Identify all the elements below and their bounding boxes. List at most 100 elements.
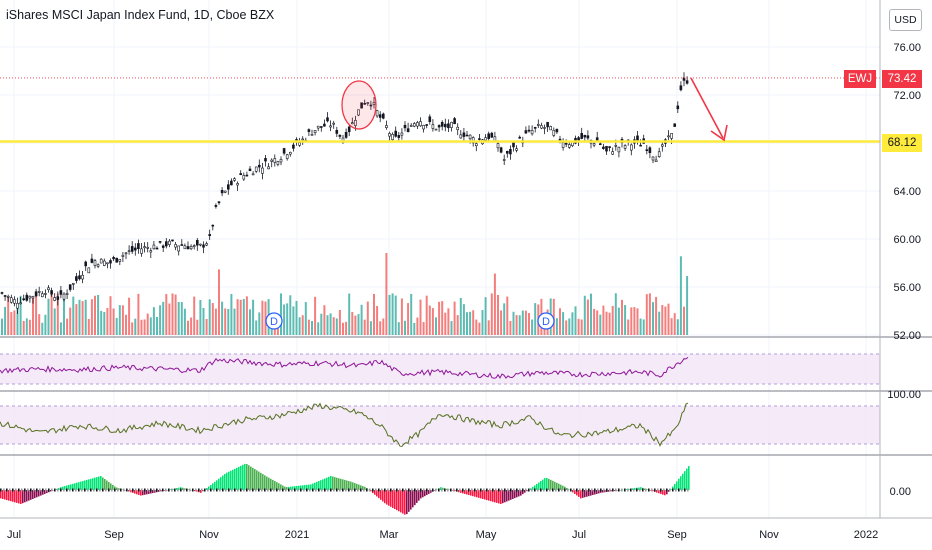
zero-marker — [90, 488, 92, 492]
momentum-bar — [402, 490, 404, 514]
momentum-bar — [418, 490, 420, 501]
candle-body — [478, 138, 481, 140]
pane-separators[interactable] — [0, 336, 932, 456]
zero-marker — [81, 488, 83, 492]
momentum-bar — [92, 478, 94, 490]
candle-body — [31, 296, 35, 299]
volume-bar — [32, 298, 34, 335]
momentum-bar — [586, 490, 588, 497]
candle-body — [180, 244, 184, 246]
volume-bar — [407, 303, 410, 335]
momentum-bar — [244, 463, 246, 490]
volume-bar — [661, 305, 664, 335]
volume-bar — [59, 322, 62, 335]
zero-marker — [552, 488, 554, 492]
momentum-bar — [38, 490, 40, 497]
momentum-bar — [382, 490, 384, 502]
zero-marker — [543, 488, 545, 492]
volume-bar — [683, 306, 685, 335]
volume-bar — [13, 310, 16, 335]
momentum-bar — [384, 490, 386, 504]
momentum-bar — [232, 469, 234, 490]
candle-body — [670, 133, 673, 139]
momentum-bar — [500, 490, 502, 504]
momentum-bar — [664, 490, 666, 496]
candle-body — [524, 130, 528, 134]
zero-marker — [414, 488, 416, 492]
momentum-bar — [476, 490, 478, 498]
candle-body — [319, 126, 323, 128]
momentum-bar — [592, 490, 594, 496]
zero-marker — [459, 488, 461, 492]
momentum-bar — [82, 481, 84, 490]
momentum-bar — [74, 483, 76, 490]
candle-body — [381, 113, 385, 119]
candle-body — [124, 252, 128, 255]
zero-marker — [381, 488, 383, 492]
zero-marker — [198, 488, 200, 492]
momentum-bar — [482, 490, 484, 499]
momentum-bar — [442, 487, 444, 490]
zero-marker — [324, 488, 326, 492]
momentum-bar — [524, 490, 526, 493]
currency-button[interactable]: USD — [889, 9, 922, 31]
volume-bar — [125, 314, 127, 335]
volume-bar — [686, 275, 689, 335]
zero-marker — [411, 488, 413, 492]
zero-marker — [555, 488, 557, 492]
momentum-bar — [404, 490, 406, 515]
volume-bar — [624, 305, 627, 335]
momentum-bar — [294, 486, 296, 490]
volume-bar — [292, 306, 295, 335]
volume-bar — [137, 293, 140, 335]
momentum-bar — [260, 472, 262, 490]
momentum-bar — [548, 478, 550, 490]
candle-body — [645, 149, 649, 151]
zero-marker — [159, 488, 161, 492]
momentum-bar — [684, 471, 686, 490]
volume-bar — [627, 319, 630, 335]
volume-bar — [456, 315, 459, 335]
momentum-bar — [650, 490, 652, 491]
zero-marker — [240, 488, 242, 492]
volume-bar — [475, 319, 478, 335]
volume-bar — [379, 321, 382, 335]
volume-bar — [391, 293, 394, 335]
candle-body — [422, 124, 425, 130]
momentum-bar — [298, 485, 300, 490]
momentum-bar — [72, 483, 74, 490]
candle-body — [50, 290, 53, 295]
volume-bar — [599, 314, 602, 335]
momentum-bar — [480, 490, 482, 499]
zero-marker — [162, 488, 164, 492]
volume-bar — [608, 312, 611, 335]
zero-marker — [300, 488, 302, 492]
zero-marker — [660, 488, 662, 492]
momentum-bar — [334, 477, 336, 490]
volume-bar — [478, 322, 481, 335]
zero-marker — [402, 488, 404, 492]
volume-bar — [298, 317, 301, 335]
momentum-bar — [342, 479, 344, 490]
volume-bar — [382, 318, 385, 335]
zero-marker — [606, 488, 608, 492]
volume-bar — [205, 319, 208, 335]
momentum-bar — [182, 487, 184, 490]
zero-marker — [594, 488, 596, 492]
candle-body — [81, 274, 84, 280]
volume-bar — [676, 319, 679, 335]
momentum-bar — [10, 490, 12, 502]
volume-bar — [652, 302, 654, 335]
volume-bar — [559, 308, 561, 335]
zero-marker — [675, 488, 677, 492]
zero-marker — [651, 488, 653, 492]
candle-body — [75, 276, 78, 281]
candle-body — [496, 143, 500, 149]
momentum-bar — [238, 466, 240, 490]
momentum-bar — [582, 490, 584, 498]
momentum-bar — [660, 490, 662, 494]
momentum-bar — [560, 484, 562, 490]
time-tick-label: Jul — [572, 529, 586, 541]
